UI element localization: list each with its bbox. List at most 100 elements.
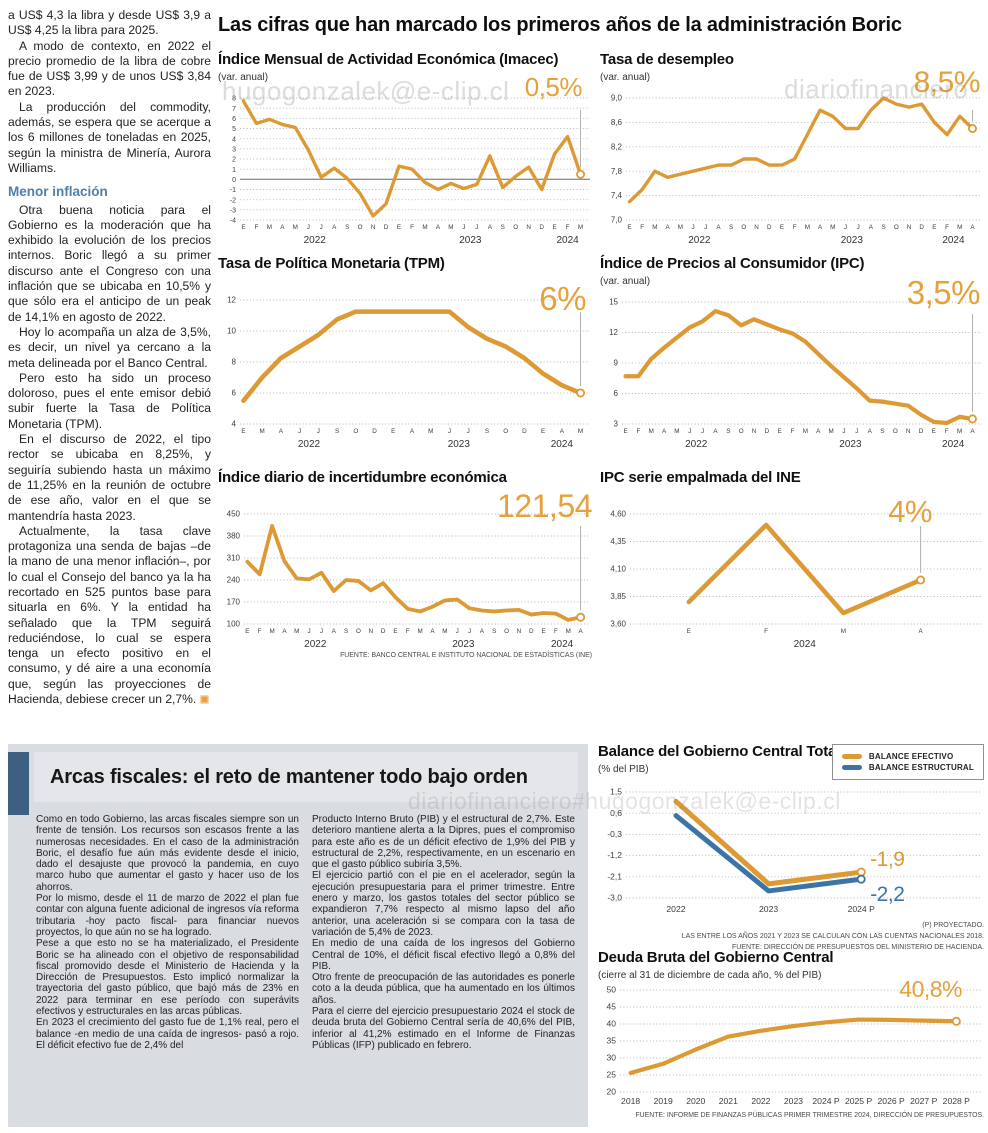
chart-title: Tasa de desempleo (600, 51, 734, 68)
svg-text:2022: 2022 (751, 1096, 770, 1106)
svg-text:E: E (687, 628, 691, 635)
svg-text:A: A (662, 428, 667, 435)
svg-text:M: M (828, 428, 833, 435)
svg-text:2022: 2022 (688, 235, 711, 246)
svg-text:2022: 2022 (298, 439, 321, 450)
svg-text:M: M (957, 224, 962, 231)
chart-imacec: Índice Mensual de Actividad Económica (I… (218, 51, 592, 246)
svg-text:J: J (448, 428, 451, 435)
svg-text:S: S (345, 224, 349, 231)
chart-plot-area: 50 45 40 35 30 25 20 2018 2019 2020 2021 2022 2023 20… (607, 985, 982, 1106)
svg-text:2022: 2022 (304, 235, 327, 246)
chart-incertidumbre: Índice diario de incertidumbre económica… (218, 469, 592, 659)
svg-text:F: F (566, 224, 570, 231)
article-paragraph: Otra buena noticia para el Gobierno es l… (8, 202, 211, 324)
svg-text:M: M (418, 628, 423, 635)
bottom-text-columns: Como en todo Gobierno, las arcas fiscale… (8, 802, 588, 1051)
svg-text:2024: 2024 (794, 639, 817, 650)
bottom-column-2: Producto Interno Bruto (PIB) y el estruc… (312, 814, 575, 1051)
chart-deuda-bruta: Deuda Bruta del Gobierno Central (cierre … (598, 949, 984, 1119)
section-title-band: Arcas fiscales: el reto de mantener todo… (34, 752, 578, 802)
bottom-paragraph: Por lo mismo, desde el 11 de marzo de 20… (36, 893, 299, 938)
svg-text:N: N (371, 224, 376, 231)
page-title: Las cifras que han marcado los primeros … (218, 14, 902, 36)
chart-highlight-value: 121,54 (497, 488, 592, 524)
svg-text:N: N (526, 224, 531, 231)
svg-text:A: A (578, 628, 583, 635)
svg-text:D: D (919, 428, 924, 435)
article-subheading: Menor inflación (8, 184, 108, 200)
svg-text:A: A (970, 428, 975, 435)
svg-text:J: J (456, 628, 459, 635)
svg-text:2022: 2022 (304, 639, 327, 650)
svg-text:A: A (430, 628, 435, 635)
chart-footnote-line: (P) PROYECTADO. (922, 922, 984, 929)
svg-text:A: A (816, 428, 821, 435)
svg-text:E: E (245, 628, 249, 635)
svg-text:2022: 2022 (685, 439, 708, 450)
svg-text:5: 5 (232, 126, 236, 133)
chart-footnote-line: LAS ENTRE LOS AÑOS 2021 Y 2023 SE CALCUL… (681, 933, 984, 940)
svg-text:S: S (344, 628, 348, 635)
svg-text:2028 P: 2028 P (943, 1096, 971, 1106)
svg-text:9,0: 9,0 (611, 94, 623, 103)
svg-text:M: M (830, 224, 835, 231)
svg-text:D: D (539, 224, 544, 231)
legend-label: BALANCE ESTRUCTURAL (868, 763, 974, 772)
bottom-paragraph: Como en todo Gobierno, las arcas fiscale… (36, 814, 299, 893)
chart-plot-area: 4,60 4,35 4,10 3,85 3,60 E F M A 2024 (610, 510, 982, 650)
svg-text:2018: 2018 (621, 1096, 640, 1106)
chart-source: FUENTE: BANCO CENTRAL E INSTITUTO NACION… (340, 652, 592, 659)
chart-title: Tasa de Política Monetaria (TPM) (218, 255, 445, 272)
svg-text:0: 0 (232, 177, 236, 184)
svg-text:2020: 2020 (686, 1096, 705, 1106)
svg-text:O: O (513, 224, 518, 231)
svg-text:4,60: 4,60 (610, 510, 626, 519)
svg-text:E: E (932, 224, 936, 231)
svg-text:N: N (907, 224, 912, 231)
bottom-paragraph: Pese a que esto no se ha materializado, … (36, 938, 299, 1018)
svg-text:2023: 2023 (459, 235, 482, 246)
svg-text:D: D (381, 628, 386, 635)
svg-text:J: J (320, 224, 323, 231)
svg-text:O: O (356, 628, 361, 635)
chart-footnote-line: FUENTE: DIRECCIÓN DE PRESUPUESTOS DEL MI… (731, 944, 984, 951)
svg-text:J: J (462, 224, 465, 231)
svg-text:F: F (554, 628, 558, 635)
article-paragraph: a US$ 4,3 la libra y desde US$ 3,9 a US$… (8, 8, 211, 38)
svg-text:3: 3 (232, 146, 236, 153)
svg-text:F: F (945, 428, 949, 435)
svg-text:A: A (280, 224, 285, 231)
svg-text:380: 380 (227, 532, 241, 541)
svg-text:D: D (372, 428, 377, 435)
svg-text:-1,9: -1,9 (870, 848, 904, 871)
svg-text:E: E (623, 428, 627, 435)
svg-text:7: 7 (232, 106, 236, 113)
svg-text:F: F (406, 628, 410, 635)
svg-text:D: D (522, 428, 527, 435)
svg-text:J: J (475, 224, 478, 231)
svg-text:O: O (894, 224, 899, 231)
chart-tpm: Tasa de Política Monetaria (TPM) 12 10 8 6 4 E… (218, 255, 592, 450)
chart-ipc: Índice de Precios al Consumidor (IPC) (va… (600, 255, 984, 450)
svg-text:2023: 2023 (448, 439, 471, 450)
chart-title: Índice diario de incertidumbre económica (218, 469, 507, 486)
svg-text:M: M (803, 428, 808, 435)
svg-text:F: F (640, 224, 644, 231)
svg-text:8,6: 8,6 (611, 118, 623, 127)
svg-text:M: M (578, 224, 583, 231)
svg-text:M: M (422, 224, 427, 231)
svg-text:A: A (666, 224, 671, 231)
svg-text:2019: 2019 (654, 1096, 673, 1106)
svg-text:J: J (704, 224, 707, 231)
svg-text:12: 12 (609, 328, 618, 337)
svg-text:450: 450 (227, 510, 241, 519)
svg-text:2024: 2024 (942, 235, 965, 246)
svg-text:2027 P: 2027 P (910, 1096, 938, 1106)
svg-text:2026 P: 2026 P (878, 1096, 906, 1106)
svg-text:S: S (501, 224, 505, 231)
chart-ipc-empalmada: IPC serie empalmada del INE 4,60 4,35 4,10 3… (600, 469, 984, 650)
legend-line-swatch (841, 765, 862, 770)
svg-text:A: A (919, 628, 924, 635)
